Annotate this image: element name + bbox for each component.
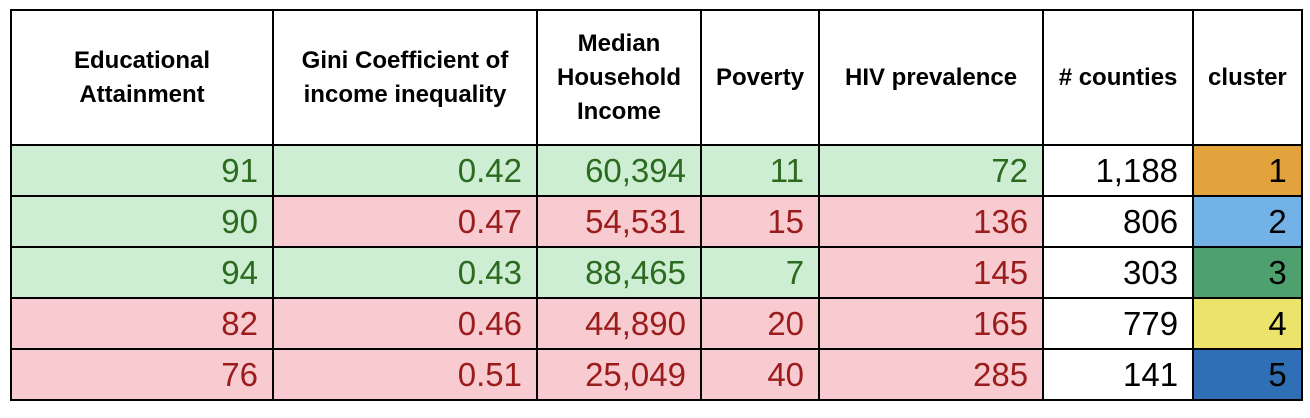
hiv-prevalence-cell: 145 <box>818 246 1045 299</box>
header-row: Educational Attainment Gini Coefficient … <box>10 9 1303 146</box>
hiv-prevalence-cell: 136 <box>818 195 1045 248</box>
header-hiv-prevalence: HIV prevalence <box>818 9 1045 146</box>
poverty-cell: 7 <box>699 246 821 299</box>
county-count-cell: 806 <box>1042 195 1195 248</box>
header-cluster: cluster <box>1192 9 1303 146</box>
cluster-cell: 1 <box>1192 144 1303 197</box>
poverty-cell: 20 <box>699 297 821 350</box>
gini-cell: 0.47 <box>272 195 538 248</box>
median-income-cell: 54,531 <box>536 195 702 248</box>
county-count-cell: 303 <box>1042 246 1195 299</box>
header-educational-attainment: Educational Attainment <box>10 9 274 146</box>
cluster-summary-table: Educational Attainment Gini Coefficient … <box>10 9 1303 401</box>
table-row: 76 0.51 25,049 40 285 141 5 <box>10 348 1303 401</box>
median-income-cell: 88,465 <box>536 246 702 299</box>
header-gini-coefficient: Gini Coefficient of income inequality <box>272 9 538 146</box>
header-median-household-income: Median Household Income <box>536 9 702 146</box>
county-count-cell: 779 <box>1042 297 1195 350</box>
gini-cell: 0.51 <box>272 348 538 401</box>
county-count-cell: 1,188 <box>1042 144 1195 197</box>
educational-attainment-cell: 94 <box>10 246 274 299</box>
header-poverty: Poverty <box>699 9 821 146</box>
educational-attainment-cell: 82 <box>10 297 274 350</box>
educational-attainment-cell: 90 <box>10 195 274 248</box>
cluster-cell: 3 <box>1192 246 1303 299</box>
table-row: 82 0.46 44,890 20 165 779 4 <box>10 297 1303 350</box>
hiv-prevalence-cell: 165 <box>818 297 1045 350</box>
cluster-cell: 2 <box>1192 195 1303 248</box>
table-row: 90 0.47 54,531 15 136 806 2 <box>10 195 1303 248</box>
table-row: 91 0.42 60,394 11 72 1,188 1 <box>10 144 1303 197</box>
cluster-cell: 5 <box>1192 348 1303 401</box>
gini-cell: 0.46 <box>272 297 538 350</box>
hiv-prevalence-cell: 72 <box>818 144 1045 197</box>
median-income-cell: 60,394 <box>536 144 702 197</box>
table-row: 94 0.43 88,465 7 145 303 3 <box>10 246 1303 299</box>
educational-attainment-cell: 76 <box>10 348 274 401</box>
educational-attainment-cell: 91 <box>10 144 274 197</box>
poverty-cell: 11 <box>699 144 821 197</box>
header-county-count: # counties <box>1042 9 1195 146</box>
poverty-cell: 15 <box>699 195 821 248</box>
gini-cell: 0.43 <box>272 246 538 299</box>
county-count-cell: 141 <box>1042 348 1195 401</box>
median-income-cell: 25,049 <box>536 348 702 401</box>
poverty-cell: 40 <box>699 348 821 401</box>
hiv-prevalence-cell: 285 <box>818 348 1045 401</box>
cluster-cell: 4 <box>1192 297 1303 350</box>
gini-cell: 0.42 <box>272 144 538 197</box>
median-income-cell: 44,890 <box>536 297 702 350</box>
